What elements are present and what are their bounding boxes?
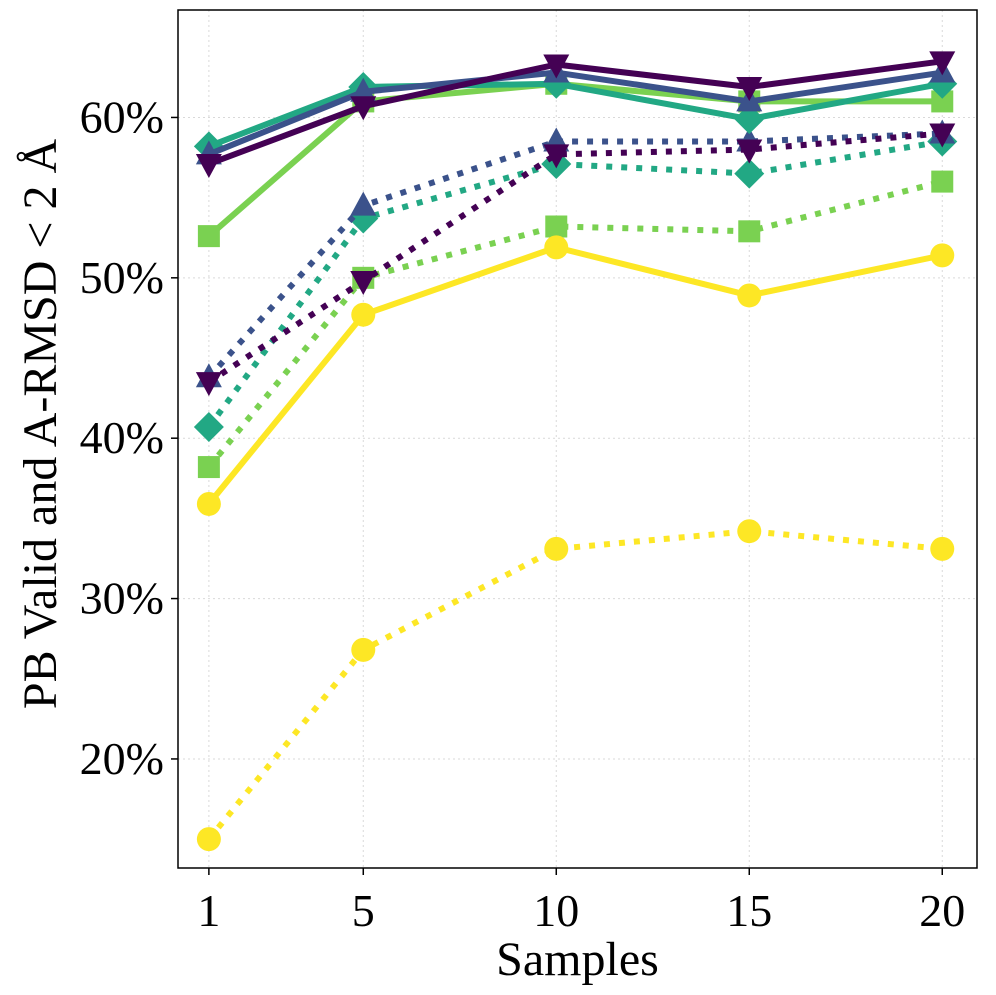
series-green-square-dotted [197,170,954,479]
series-line [207,130,943,385]
data-point [544,536,569,561]
grid [178,10,977,868]
data-point [545,215,568,238]
series-line [206,138,943,429]
data-point [196,491,221,516]
x-axis-title: Samples [496,933,659,986]
x-tick-label: 15 [726,885,772,936]
x-tick-label: 1 [197,885,220,936]
series-yellow-circle-solid [196,235,955,516]
data-point [930,243,955,268]
x-tick-label: 5 [352,885,375,936]
series-line [206,244,943,506]
data-point [737,283,762,308]
y-axis-title: PB Valid and A-RMSD < 2 Å [14,139,67,710]
data-point [193,411,224,442]
data-point [734,158,765,189]
data-point [351,637,376,662]
data-point [734,104,765,135]
data-point [197,456,220,479]
data-point [350,191,377,216]
data-point [931,90,954,113]
data-point [350,77,377,102]
data-point [738,220,761,243]
series-purple-triangle-down-dotted [195,123,956,397]
data-point [930,536,955,561]
plot-frame [177,9,978,869]
series-purple-triangle-down-solid [195,51,956,178]
series-teal-diamond-dotted [193,126,958,442]
data-point [543,144,570,169]
x-tick-label: 20 [919,885,965,936]
data-point [931,170,954,193]
data-point [544,235,569,260]
series-line [206,528,943,842]
series-green-square-solid [197,72,954,248]
y-tick-label: 60% [80,91,164,142]
data-point [351,302,376,327]
data-point [196,827,221,852]
data-point [929,123,956,148]
data-point [736,139,763,164]
data-point [929,51,956,76]
series-yellow-circle-dotted [196,519,955,852]
x-tick-label: 10 [533,885,579,936]
data-point [195,372,222,397]
y-tick-label: 50% [80,252,164,303]
data-point [737,519,762,544]
series-line [206,178,944,469]
y-tick-label: 40% [80,412,164,463]
data-point [543,54,570,79]
data-point [350,271,377,296]
data-point [197,225,220,248]
data-point [736,76,763,101]
y-tick-label: 30% [80,573,164,624]
data-point [195,153,222,178]
series-layer [193,51,958,852]
series-line [206,130,943,380]
data-point [350,96,377,121]
y-tick-label: 20% [80,733,164,784]
